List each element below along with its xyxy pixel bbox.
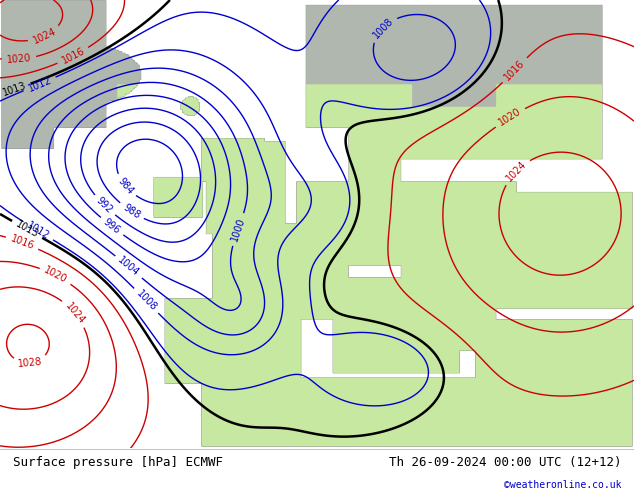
Text: ©weatheronline.co.uk: ©weatheronline.co.uk [504,480,621,490]
Text: 1020: 1020 [6,53,32,65]
Text: 1013: 1013 [1,81,27,98]
Text: 996: 996 [101,217,122,236]
Text: 984: 984 [116,176,135,196]
Text: 1000: 1000 [230,216,247,243]
Text: 988: 988 [121,202,142,220]
Text: 1028: 1028 [18,357,43,369]
Text: 1004: 1004 [116,255,141,279]
Text: 1008: 1008 [371,16,395,40]
Text: 1012: 1012 [25,220,51,242]
Text: Th 26-09-2024 00:00 UTC (12+12): Th 26-09-2024 00:00 UTC (12+12) [389,456,621,469]
Text: Surface pressure [hPa] ECMWF: Surface pressure [hPa] ECMWF [13,456,223,469]
Text: 1008: 1008 [134,289,158,313]
Text: 992: 992 [94,196,115,216]
Text: 1020: 1020 [42,265,69,285]
Text: 1013: 1013 [14,219,41,240]
Text: 1016: 1016 [60,46,86,66]
Text: 1024: 1024 [63,300,86,326]
Text: 1016: 1016 [503,58,527,82]
Text: 1020: 1020 [497,106,523,128]
Text: 1012: 1012 [27,74,53,94]
Text: 1024: 1024 [504,159,529,184]
Text: 1016: 1016 [9,234,36,252]
Text: 1024: 1024 [31,26,58,46]
